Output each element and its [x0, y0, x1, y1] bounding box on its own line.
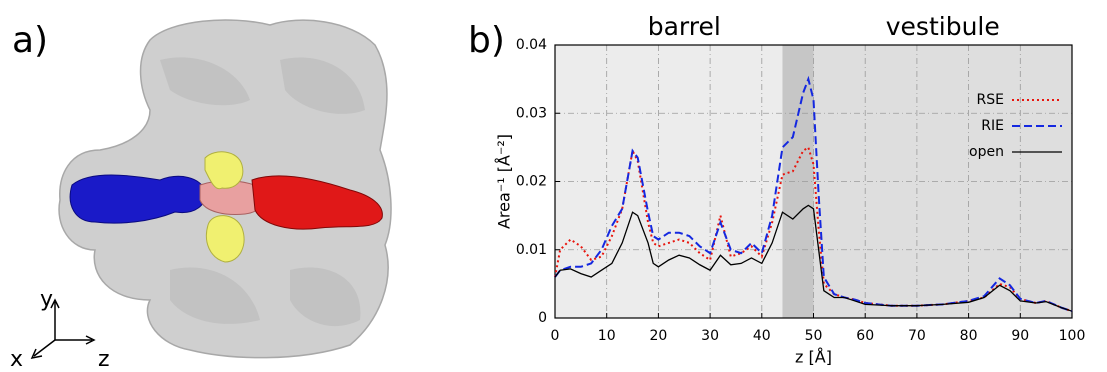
x-tick-label: 20 [649, 328, 667, 344]
axis-icon-label: z [98, 347, 110, 372]
panel-a: a) y z x [10, 20, 391, 372]
panel-label: b) [468, 20, 505, 61]
panel-label: a) [12, 20, 48, 61]
x-tick-label: 30 [701, 328, 719, 344]
y-tick-label: 0 [538, 310, 547, 326]
y-axis-label: Area⁻¹ [Å⁻²] [495, 134, 514, 229]
region [814, 45, 1073, 318]
annotation: barrel [648, 12, 721, 41]
x-tick-label: 60 [856, 328, 874, 344]
y-tick-label: 0.03 [516, 105, 547, 121]
y-tick-label: 0.01 [516, 242, 547, 258]
legend-label: RIE [981, 118, 1004, 134]
figure: a) y z x b) 0 10 20 30 40 50 60 70 80 90 100 0 0.01 0… [0, 0, 1107, 372]
region [782, 45, 813, 318]
x-tick-label: 100 [1059, 328, 1086, 344]
x-tick-label: 70 [908, 328, 926, 344]
x-tick-label: 10 [598, 328, 616, 344]
legend-label: open [969, 144, 1004, 160]
annotation: vestibule [886, 12, 1000, 41]
x-tick-label: 40 [753, 328, 771, 344]
x-tick-label: 90 [1011, 328, 1029, 344]
axis-icon-label: y [40, 287, 53, 312]
axis-icon-label: x [10, 347, 23, 372]
x-tick-label: 80 [960, 328, 978, 344]
legend-label: RSE [977, 92, 1004, 108]
x-tick-label: 50 [805, 328, 823, 344]
x-tick-label: 0 [551, 328, 560, 344]
y-tick-label: 0.02 [516, 174, 547, 190]
y-tick-label: 0.04 [516, 37, 547, 53]
x-axis-label: z [Å] [795, 348, 832, 367]
